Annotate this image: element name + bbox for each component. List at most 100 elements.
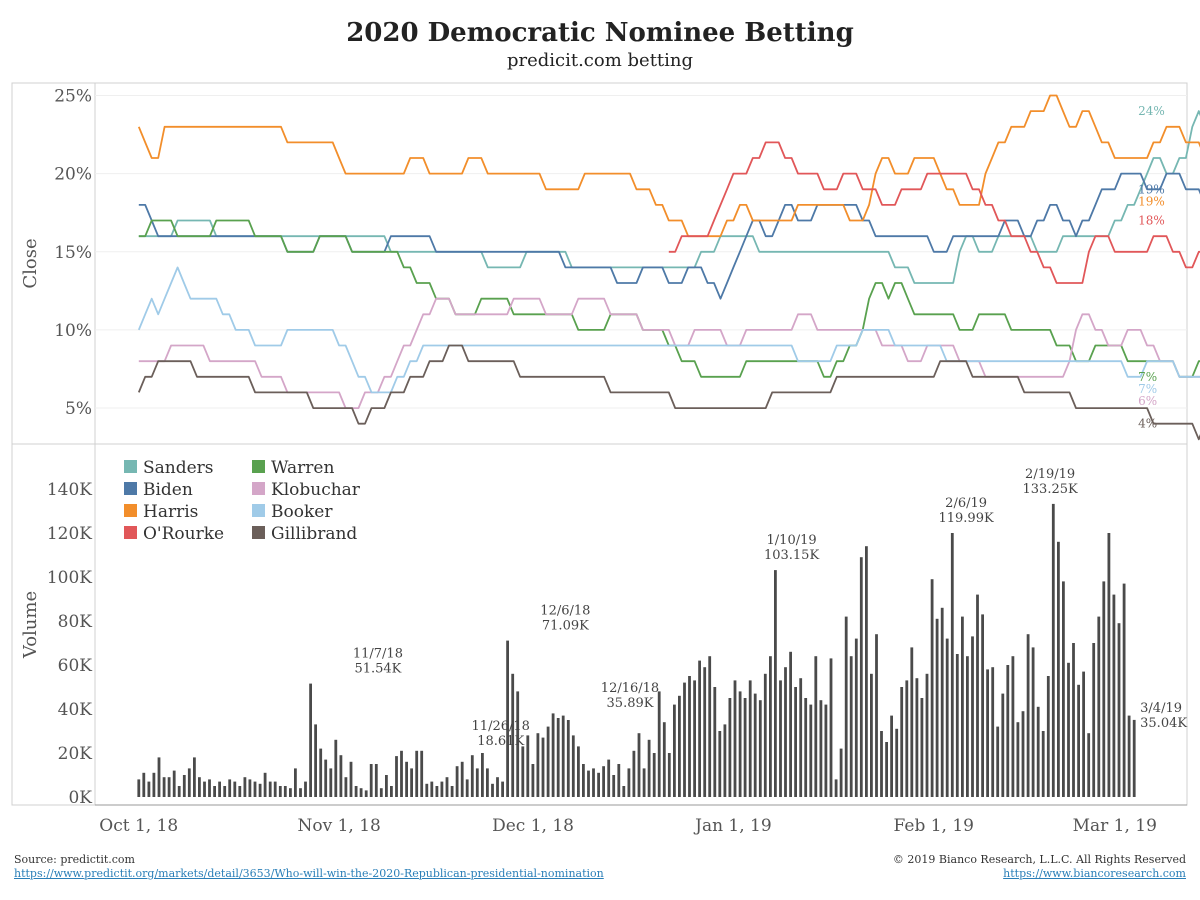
- volume-bar: [526, 735, 530, 797]
- volume-bar: [1082, 671, 1085, 797]
- volume-bar: [248, 779, 252, 797]
- volume-bar: [981, 614, 984, 797]
- volume-bar: [561, 715, 565, 797]
- y-tick-label-volume: 100K: [47, 568, 92, 588]
- volume-bar: [829, 658, 833, 797]
- series-line-klobuchar: [138, 297, 1200, 410]
- end-label-gillibrand: 4%: [1138, 417, 1157, 431]
- volume-bar: [531, 764, 535, 797]
- volume-bar: [1072, 643, 1075, 797]
- volume-bar: [556, 718, 560, 797]
- volume-bar: [839, 748, 843, 797]
- series-line-orourke: [668, 141, 1200, 284]
- volume-bar: [738, 691, 742, 797]
- volume-bar: [304, 781, 307, 797]
- volume-bar: [329, 768, 333, 797]
- y-tick-label-price: 15%: [54, 243, 92, 263]
- volume-bar: [455, 766, 459, 797]
- volume-bar: [551, 713, 555, 797]
- volume-bar: [1011, 656, 1015, 797]
- volume-bar: [728, 698, 732, 797]
- chart-subtitle: predicit.com betting: [506, 50, 694, 71]
- annotation-date: 12/16/18: [601, 681, 659, 696]
- y-tick-label-volume: 20K: [58, 744, 93, 764]
- legend-swatch-harris: [124, 504, 137, 517]
- volume-bar: [415, 750, 419, 797]
- volume-bar: [475, 768, 479, 797]
- volume-bar: [940, 607, 944, 797]
- volume-bar: [536, 733, 540, 797]
- volume-bar: [223, 786, 227, 797]
- volume-bar: [915, 678, 919, 797]
- volume-bar: [582, 764, 585, 797]
- volume-bar: [1097, 616, 1101, 797]
- volume-bar: [364, 790, 368, 797]
- volume-bar: [566, 720, 570, 797]
- legend-label-klobuchar: Klobuchar: [271, 480, 361, 500]
- volume-bar: [996, 726, 1000, 797]
- volume-bar: [945, 638, 949, 797]
- volume-bar: [612, 775, 616, 797]
- volume-bar: [920, 698, 924, 797]
- legend-swatch-biden: [124, 482, 137, 495]
- volume-bar: [486, 768, 489, 797]
- volume-bar: [339, 755, 343, 797]
- volume-bar: [243, 777, 247, 797]
- volume-bar: [450, 786, 454, 797]
- volume-bar: [379, 788, 383, 797]
- annotation-value: 103.15K: [764, 548, 819, 563]
- volume-bar: [1112, 594, 1116, 797]
- volume-bar: [349, 761, 353, 797]
- volume-bar: [763, 673, 767, 797]
- x-tick-label: Feb 1, 19: [894, 816, 974, 836]
- volume-bar: [385, 775, 388, 797]
- volume-bar: [1102, 581, 1106, 797]
- x-tick-label: Nov 1, 18: [297, 816, 380, 836]
- legend-swatch-orourke: [124, 526, 137, 539]
- volume-bar: [208, 779, 211, 797]
- volume-bar: [769, 656, 772, 797]
- volume-bar: [683, 682, 686, 797]
- volume-bar: [233, 781, 237, 797]
- volume-bar: [854, 638, 858, 797]
- annotation-date: 11/26/18: [472, 719, 530, 734]
- volume-bar: [546, 726, 550, 797]
- volume-bar: [844, 616, 848, 797]
- volume-bar: [1067, 662, 1070, 797]
- legend-label-harris: Harris: [143, 502, 198, 522]
- volume-bar: [693, 680, 696, 797]
- end-label-harris: 19%: [1138, 194, 1165, 208]
- volume-bar: [925, 673, 929, 797]
- volume-bar: [1001, 693, 1005, 797]
- volume-bar: [137, 779, 141, 797]
- volume-bar: [445, 777, 449, 797]
- volume-bar: [577, 746, 580, 797]
- annotation-date: 2/19/19: [1025, 467, 1075, 482]
- volume-bar: [1026, 634, 1030, 797]
- annotation-value: 71.09K: [542, 619, 589, 634]
- volume-bar: [410, 768, 413, 797]
- volume-bar: [698, 660, 701, 797]
- volume-bar: [1077, 684, 1080, 797]
- volume-bar: [859, 557, 863, 797]
- volume-bar: [147, 781, 151, 797]
- legend-swatch-sanders: [124, 460, 137, 473]
- series-line-harris: [137, 94, 1200, 238]
- volume-bar: [177, 786, 181, 797]
- chart-title: 2020 Democratic Nominee Betting: [346, 18, 854, 48]
- volume-bar: [1031, 647, 1035, 797]
- volume-bar: [632, 750, 636, 797]
- volume-bar: [597, 772, 600, 797]
- end-label-orourke: 18%: [1138, 214, 1165, 228]
- volume-bar: [602, 766, 605, 797]
- end-label-warren: 7%: [1138, 370, 1157, 384]
- volume-bar: [374, 764, 378, 797]
- volume-bar: [273, 781, 277, 797]
- bianco-link[interactable]: https://www.biancoresearch.com: [1003, 867, 1186, 880]
- volume-bar: [890, 715, 893, 797]
- source-link[interactable]: https://www.predictit.org/markets/detail…: [14, 867, 604, 880]
- volume-bar: [804, 698, 808, 797]
- volume-bar: [324, 759, 328, 797]
- volume-bar: [481, 753, 484, 797]
- x-tick-label: Dec 1, 18: [492, 816, 574, 836]
